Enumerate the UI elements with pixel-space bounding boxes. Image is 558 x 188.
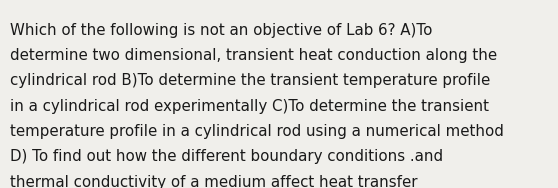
Text: cylindrical rod B)To determine the transient temperature profile: cylindrical rod B)To determine the trans… [10,73,490,88]
Text: determine two dimensional, transient heat conduction along the: determine two dimensional, transient hea… [10,48,497,63]
Text: D) To find out how the different boundary conditions .and: D) To find out how the different boundar… [10,149,443,164]
Text: thermal conductivity of a medium affect heat transfer: thermal conductivity of a medium affect … [10,175,417,188]
Text: in a cylindrical rod experimentally C)To determine the transient: in a cylindrical rod experimentally C)To… [10,99,489,114]
Text: Which of the following is not an objective of Lab 6? A)To: Which of the following is not an objecti… [10,23,432,38]
Text: temperature profile in a cylindrical rod using a numerical method: temperature profile in a cylindrical rod… [10,124,504,139]
